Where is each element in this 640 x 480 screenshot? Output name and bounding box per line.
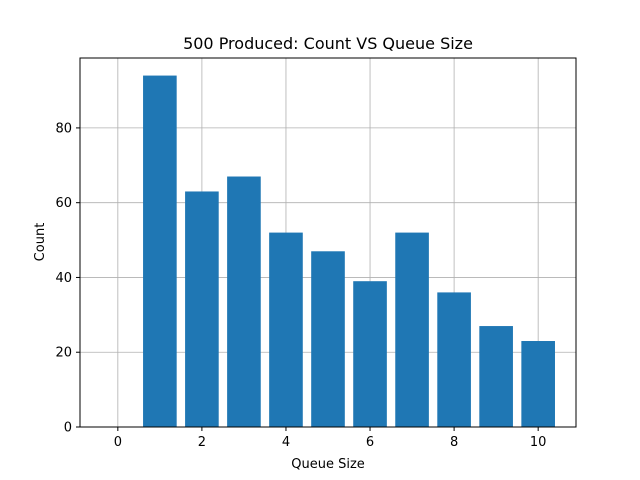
x-axis-label: Queue Size bbox=[291, 457, 365, 472]
bar-7 bbox=[395, 232, 429, 427]
x-tick-label: 8 bbox=[450, 435, 458, 450]
chart-title: 500 Produced: Count VS Queue Size bbox=[183, 34, 473, 53]
bar-10 bbox=[521, 341, 555, 427]
y-tick-label: 80 bbox=[55, 121, 72, 136]
y-tick-label: 60 bbox=[55, 196, 72, 211]
x-tick-label: 4 bbox=[282, 435, 290, 450]
y-axis-ticks: 0 20 40 60 80 bbox=[55, 121, 80, 436]
bar-9 bbox=[479, 326, 513, 427]
y-tick-label: 40 bbox=[55, 271, 72, 286]
bar-2 bbox=[185, 191, 219, 427]
bar-8 bbox=[437, 292, 471, 427]
x-tick-label: 10 bbox=[530, 435, 547, 450]
bars bbox=[143, 75, 555, 428]
plot-frame bbox=[79, 57, 577, 428]
x-tick-label: 2 bbox=[198, 435, 206, 450]
bar-4 bbox=[269, 232, 303, 427]
y-axis-label: Count bbox=[33, 223, 48, 262]
y-tick-label: 20 bbox=[55, 346, 72, 361]
x-tick-label: 6 bbox=[366, 435, 374, 450]
y-tick-label: 0 bbox=[64, 421, 72, 436]
bar-5 bbox=[311, 251, 345, 427]
bar-6 bbox=[353, 281, 387, 427]
bar-3 bbox=[227, 176, 261, 427]
x-tick-label: 0 bbox=[114, 435, 122, 450]
bar-1 bbox=[143, 75, 177, 428]
x-axis-ticks: 0 2 4 6 8 10 bbox=[114, 427, 547, 450]
